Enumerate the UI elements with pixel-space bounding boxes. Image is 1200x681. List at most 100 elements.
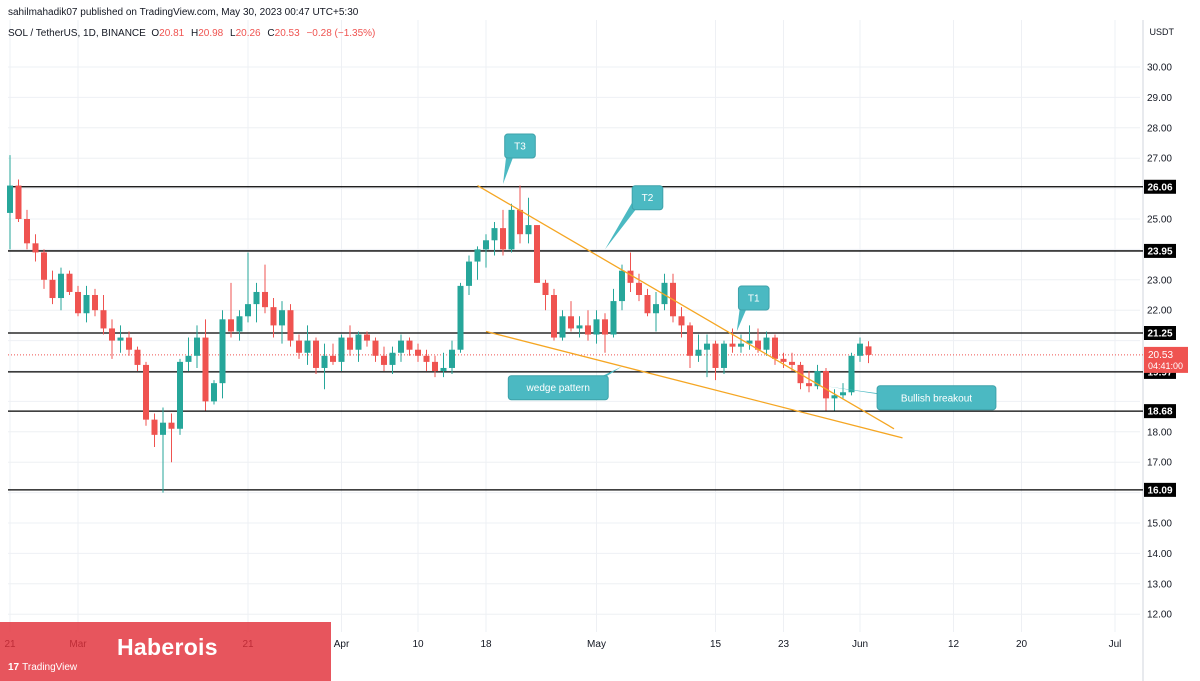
candle-body[interactable] [806,383,812,387]
candle-body[interactable] [500,228,506,250]
candle-body[interactable] [432,361,438,371]
candle-body[interactable] [109,328,115,341]
candle-body[interactable] [687,325,693,356]
symbol-legend[interactable]: SOL / TetherUS, 1D, BINANCE O20.81 H20.9… [8,28,379,39]
candle-body[interactable] [466,261,472,286]
candle-body[interactable] [593,319,600,335]
candle-body[interactable] [542,282,549,295]
candle-body[interactable] [24,219,30,244]
candle-body[interactable] [245,304,251,317]
candle-body[interactable] [160,422,166,435]
wedge-trendline[interactable] [485,330,903,439]
candle-body[interactable] [440,367,447,371]
candle-body[interactable] [194,337,200,356]
candle-body[interactable] [168,422,175,429]
candle-body[interactable] [406,340,413,350]
candle-body[interactable] [568,316,574,329]
candle-body[interactable] [721,343,727,368]
candle-body[interactable] [551,295,557,338]
candle-body[interactable] [313,340,319,368]
candle-body[interactable] [653,304,659,314]
candle-body[interactable] [211,383,217,402]
candle-body[interactable] [712,343,719,368]
candle-body[interactable] [755,340,761,350]
candle-body[interactable] [219,319,226,384]
candle-body[interactable] [848,355,855,393]
candle-body[interactable] [7,185,13,213]
candle-body[interactable] [381,355,387,365]
callout-box[interactable] [631,185,664,211]
candle-body[interactable] [678,316,685,326]
candle-body[interactable] [347,337,353,350]
candle-body[interactable] [83,295,90,314]
candles[interactable] [7,155,872,493]
candle-body[interactable] [321,355,328,368]
candle-body[interactable] [814,371,821,387]
candle-body[interactable] [151,419,158,435]
candle-body[interactable] [75,291,81,314]
candle-body[interactable] [92,295,98,311]
candle-body[interactable] [661,282,668,305]
candle-body[interactable] [15,185,22,219]
candle-body[interactable] [865,346,872,355]
candle-body[interactable] [338,337,345,362]
candle-body[interactable] [585,325,591,335]
candle-body[interactable] [857,343,863,356]
candle-body[interactable] [236,316,243,332]
candle-body[interactable] [746,340,753,344]
price-axis[interactable]: 12.00 13.00 14.00 15.00 17.00 18.00 22.00 23.00… [1142,20,1172,681]
candle-body[interactable] [100,310,107,329]
candle-body[interactable] [398,340,404,353]
candle-body[interactable] [636,282,642,295]
candle-body[interactable] [729,343,736,347]
callout-box[interactable] [737,285,770,311]
candle-body[interactable] [304,340,311,353]
candle-body[interactable] [423,355,430,362]
candle-body[interactable] [619,270,625,302]
candle-body[interactable] [143,364,149,420]
candle-body[interactable] [704,343,710,350]
candle-body[interactable] [763,337,770,350]
candle-body[interactable] [253,291,260,305]
candle-body[interactable] [415,349,421,356]
candle-body[interactable] [823,371,829,399]
candle-body[interactable] [474,249,481,262]
candle-body[interactable] [364,334,370,341]
candle-body[interactable] [177,361,183,429]
candle-body[interactable] [228,319,234,332]
candle-body[interactable] [134,349,141,365]
tradingview-logo[interactable]: 17 TradingView [8,662,77,673]
candle-body[interactable] [789,361,795,365]
candle-body[interactable] [627,270,634,283]
candle-body[interactable] [126,337,132,350]
candle-body[interactable] [738,343,744,347]
callout-box[interactable] [876,385,997,411]
candle-body[interactable] [41,252,47,280]
candle-body[interactable] [117,337,124,341]
candle-body[interactable] [534,225,540,283]
candle-body[interactable] [279,310,285,326]
candle-body[interactable] [576,325,583,329]
candle-body[interactable] [610,301,617,335]
candle-body[interactable] [185,355,192,362]
callout-box[interactable] [507,375,609,401]
candle-body[interactable] [270,307,277,326]
candle-body[interactable] [49,279,56,299]
candle-body[interactable] [355,334,362,350]
candle-body[interactable] [602,319,608,335]
candle-body[interactable] [491,228,498,241]
candle-body[interactable] [372,340,379,356]
candle-body[interactable] [831,395,838,399]
candle-body[interactable] [389,352,396,365]
candle-body[interactable] [66,273,73,292]
candle-body[interactable] [457,285,464,350]
candle-body[interactable] [287,310,294,341]
candle-body[interactable] [644,295,651,314]
candle-body[interactable] [330,355,336,362]
candle-body[interactable] [262,291,268,308]
candle-body[interactable] [508,209,515,250]
callout-box[interactable] [504,133,536,159]
candle-body[interactable] [483,240,489,250]
candle-body[interactable] [449,349,455,368]
candle-body[interactable] [695,349,702,356]
